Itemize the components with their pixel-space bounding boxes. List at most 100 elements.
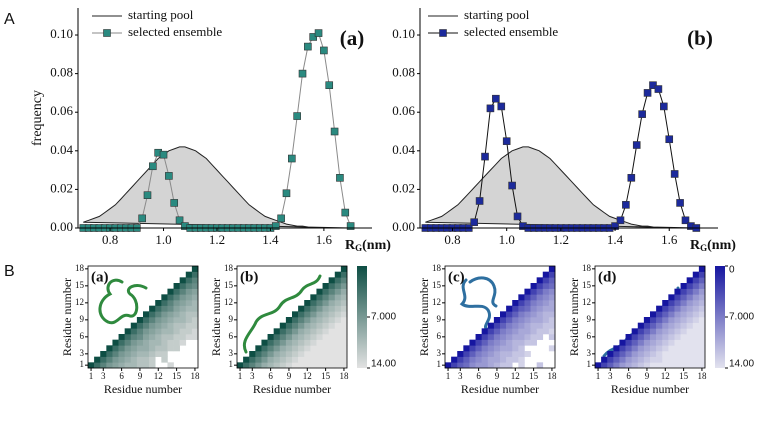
heat-cell xyxy=(298,351,305,357)
heat-cell xyxy=(674,294,681,301)
heat-cell xyxy=(674,317,681,323)
heat-cell xyxy=(322,305,329,312)
heat-cell xyxy=(298,328,305,335)
plot-frame xyxy=(87,265,199,369)
marker xyxy=(282,189,291,198)
heat-cell xyxy=(310,317,317,323)
heat-cell xyxy=(261,339,268,346)
marker xyxy=(670,170,679,178)
heat-cell xyxy=(475,362,482,369)
heat-cell xyxy=(463,362,470,369)
heat-cell xyxy=(100,362,107,369)
heat-cell xyxy=(524,351,531,357)
y-tick-label: 0.06 xyxy=(50,103,73,118)
y-tick-label: 0.08 xyxy=(50,65,73,80)
heat-cell xyxy=(518,334,525,340)
heat-cell xyxy=(185,288,193,295)
heat-cell xyxy=(680,356,687,363)
heat-cell xyxy=(500,328,507,335)
x-tick-label: 3 xyxy=(608,371,613,381)
heat-cell xyxy=(130,345,138,352)
heat-cell xyxy=(243,362,250,369)
heat-cell xyxy=(686,328,694,335)
marker xyxy=(293,112,301,120)
heat-cell xyxy=(619,351,626,357)
heat-cell xyxy=(650,356,657,363)
heat-cell xyxy=(512,311,519,318)
heat-cell xyxy=(548,345,556,352)
heat-cell xyxy=(524,317,531,323)
heat-cell xyxy=(292,356,299,363)
heat-cell xyxy=(500,356,507,363)
heat-cell xyxy=(273,345,281,352)
heat-cell xyxy=(680,339,687,346)
heat-cell xyxy=(292,322,299,329)
heat-cell xyxy=(530,339,537,346)
heat-cell xyxy=(143,317,150,323)
y-tick-label: 6 xyxy=(80,331,85,341)
heat-cell xyxy=(686,334,694,340)
heat-cell xyxy=(656,334,663,340)
y-tick-label: 1 xyxy=(80,359,85,369)
heat-cell xyxy=(518,345,525,352)
heat-cell xyxy=(285,345,293,352)
heat-cell xyxy=(686,294,694,301)
y-tick-label: 0.02 xyxy=(392,180,415,195)
heat-cell xyxy=(273,356,281,363)
heat-cell xyxy=(674,328,681,335)
heat-cell xyxy=(310,322,317,329)
heat-cell xyxy=(668,300,675,306)
heat-cell xyxy=(542,294,550,301)
heat-cell xyxy=(328,345,336,352)
heat-cell xyxy=(674,339,681,346)
heat-cell xyxy=(255,356,262,363)
heat-cell xyxy=(155,351,162,357)
heat-cell xyxy=(261,356,268,363)
y-tick-label: 0.10 xyxy=(50,26,73,41)
heat-cell xyxy=(267,351,274,357)
heat-cell xyxy=(536,288,544,295)
heat-cell xyxy=(292,351,299,357)
heat-cell xyxy=(518,322,525,329)
heat-cell xyxy=(285,356,293,363)
chart-title: (b) xyxy=(240,269,258,285)
heat-cell xyxy=(118,356,125,363)
heat-cell xyxy=(692,351,700,357)
heat-cell xyxy=(686,356,694,363)
heat-cell xyxy=(536,334,544,340)
x-tick-label: 6 xyxy=(119,371,124,381)
legend-label: selected ensemble xyxy=(128,24,222,39)
heat-cell xyxy=(334,311,342,318)
heat-cell xyxy=(173,317,180,323)
heat-cell xyxy=(481,345,489,352)
heat-cell xyxy=(650,345,657,352)
heat-cell xyxy=(292,328,299,335)
heat-cell xyxy=(249,351,256,357)
heat-cell xyxy=(136,339,144,346)
x-tick-label: 18 xyxy=(190,371,200,381)
heat-cell xyxy=(191,283,199,289)
heat-cell xyxy=(167,334,174,340)
heat-cell xyxy=(143,322,150,329)
heat-cell xyxy=(191,334,199,340)
panel-label: A xyxy=(4,11,15,28)
heat-cell xyxy=(304,345,311,352)
heat-cell xyxy=(463,351,470,357)
heat-cell xyxy=(698,322,706,329)
heat-cell xyxy=(518,311,525,318)
heat-cell xyxy=(548,317,556,323)
x-tick-label: 6 xyxy=(626,371,631,381)
heat-cell xyxy=(457,362,464,369)
heat-cell xyxy=(304,311,311,318)
heat-cell xyxy=(698,305,706,312)
y-tick-label: 1 xyxy=(587,359,592,369)
heat-cell xyxy=(698,362,706,369)
heat-cell xyxy=(668,322,675,329)
heat-cell xyxy=(631,334,639,340)
heat-cell xyxy=(316,356,323,363)
heat-cell xyxy=(698,311,706,318)
heat-cell xyxy=(656,339,663,346)
x-tick-label: 1.0 xyxy=(499,232,515,247)
heat-cell xyxy=(185,317,193,323)
heat-cell xyxy=(167,311,174,318)
